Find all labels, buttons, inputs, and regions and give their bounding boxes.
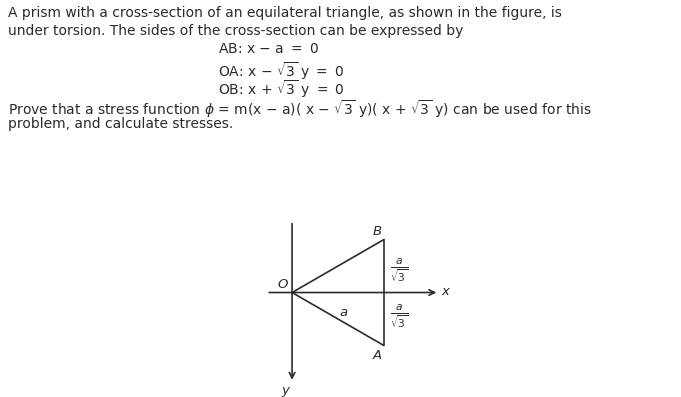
Text: x: x — [441, 285, 449, 298]
Text: y: y — [281, 384, 289, 397]
Text: B: B — [373, 225, 382, 238]
Text: A: A — [373, 349, 382, 362]
Text: OB: x $+$ $\sqrt{3}$ y $=$ 0: OB: x $+$ $\sqrt{3}$ y $=$ 0 — [218, 78, 345, 100]
Text: OA: x $-$ $\sqrt{3}$ y $=$ 0: OA: x $-$ $\sqrt{3}$ y $=$ 0 — [218, 60, 345, 82]
Text: $\frac{a}{\sqrt{3}}$: $\frac{a}{\sqrt{3}}$ — [390, 302, 409, 329]
Text: Prove that a stress function $\phi$ = m(x $-$ a)( x $-$ $\sqrt{3}$ y)( x $+$ $\s: Prove that a stress function $\phi$ = m(… — [8, 98, 592, 120]
Text: A prism with a cross-section of an equilateral triangle, as shown in the figure,: A prism with a cross-section of an equil… — [8, 6, 562, 20]
Text: a: a — [340, 306, 347, 319]
Text: under torsion. The sides of the cross-section can be expressed by: under torsion. The sides of the cross-se… — [8, 24, 464, 38]
Text: problem, and calculate stresses.: problem, and calculate stresses. — [8, 117, 234, 131]
Text: O: O — [277, 278, 287, 291]
Text: $\frac{a}{\sqrt{3}}$: $\frac{a}{\sqrt{3}}$ — [390, 256, 409, 283]
Text: AB: x $-$ a $=$ 0: AB: x $-$ a $=$ 0 — [218, 42, 319, 56]
